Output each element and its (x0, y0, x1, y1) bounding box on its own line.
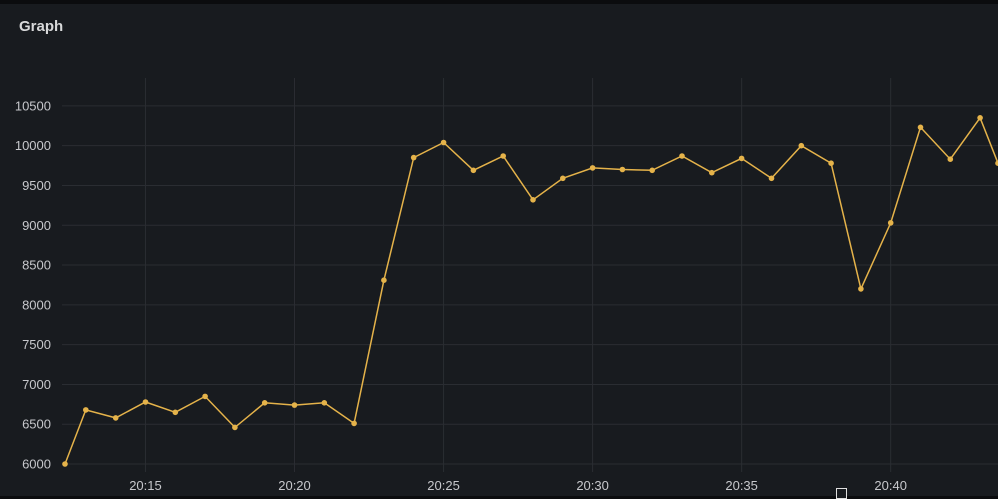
data-point[interactable] (977, 115, 983, 121)
y-tick-label: 6500 (22, 417, 51, 432)
y-tick-label: 8500 (22, 258, 51, 273)
data-point[interactable] (530, 197, 536, 203)
data-point[interactable] (112, 415, 119, 421)
data-point[interactable] (351, 420, 357, 427)
cursor-indicator (836, 488, 847, 499)
data-point[interactable] (291, 402, 298, 408)
y-tick-label: 9500 (22, 178, 51, 193)
data-point[interactable] (261, 400, 268, 406)
data-point[interactable] (828, 160, 834, 166)
data-point[interactable] (410, 154, 417, 161)
data-point[interactable] (619, 166, 626, 173)
x-tick-label: 20:30 (576, 478, 609, 493)
x-tick-label: 20:35 (725, 478, 758, 493)
panel-title[interactable]: Graph (19, 18, 64, 35)
x-tick-label: 20:25 (427, 478, 460, 493)
data-point[interactable] (709, 169, 715, 176)
x-tick-label: 20:20 (278, 478, 311, 493)
graph-panel: Graph 6000 6500 7000 7500 8000 8500 9000 9500 10… (0, 4, 998, 496)
data-point[interactable] (62, 461, 68, 467)
x-tick-label: 20:40 (874, 478, 907, 493)
data-point[interactable] (142, 399, 149, 405)
data-point[interactable] (738, 155, 745, 162)
x-tick-label: 20:15 (129, 478, 162, 493)
y-tick-label: 7000 (22, 377, 51, 392)
data-point[interactable] (798, 142, 805, 149)
y-tick-label: 7500 (22, 337, 51, 352)
data-point[interactable] (321, 400, 328, 406)
data-point[interactable] (947, 156, 954, 162)
data-point[interactable] (381, 277, 387, 284)
data-point[interactable] (440, 139, 447, 146)
data-point[interactable] (232, 424, 238, 431)
data-point[interactable] (560, 175, 566, 182)
data-point[interactable] (83, 407, 89, 413)
line-chart[interactable]: 6000 6500 7000 7500 8000 8500 9000 9500 10000 105… (0, 4, 998, 496)
data-point[interactable] (679, 153, 685, 159)
data-point[interactable] (470, 167, 477, 174)
y-axis: 6000 6500 7000 7500 8000 8500 9000 9500 10000 105… (15, 98, 51, 471)
data-point[interactable] (589, 165, 596, 171)
data-point[interactable] (917, 124, 924, 131)
data-point[interactable] (995, 160, 998, 166)
y-tick-label: 9000 (22, 218, 51, 233)
data-point[interactable] (858, 286, 864, 292)
data-point[interactable] (887, 220, 894, 226)
data-point[interactable] (202, 393, 208, 400)
data-point[interactable] (649, 167, 655, 174)
data-point[interactable] (172, 409, 179, 416)
y-tick-label: 10500 (15, 98, 51, 113)
x-axis: 20:15 20:20 20:25 20:30 20:35 20:40 (129, 478, 907, 493)
y-tick-label: 6000 (22, 457, 51, 472)
y-tick-label: 10000 (15, 138, 51, 153)
data-points (62, 115, 998, 467)
y-tick-label: 8000 (22, 297, 51, 312)
series-line (64, 116, 998, 465)
data-point[interactable] (768, 175, 775, 182)
data-point[interactable] (500, 153, 507, 159)
